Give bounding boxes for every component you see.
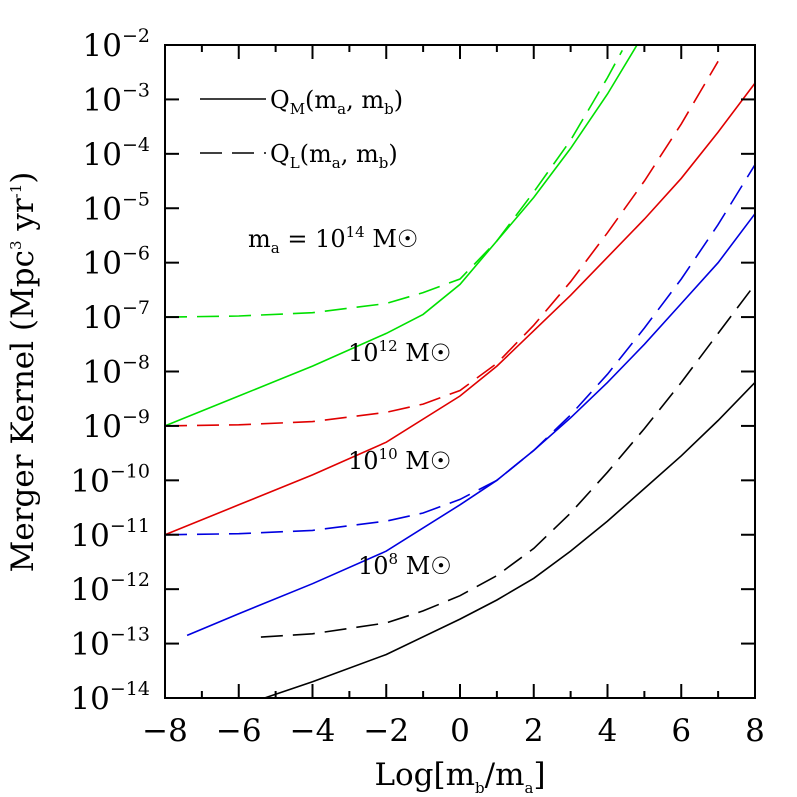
- series-layer: [164, 44, 756, 699]
- x-tick-label: 2: [524, 713, 544, 749]
- solar-symbol-icon: ☉: [397, 225, 419, 253]
- tick-labels: −8 −6 −4 −2 0 2 4 6 8 10−2 10−3 10−4 10−5 10−6 10−7 10−…: [70, 25, 764, 749]
- x-tick-label: 0: [450, 713, 470, 749]
- legend-label-ql: QL(ma, mb): [270, 140, 398, 172]
- series-line-10e12-dashed: [164, 60, 719, 427]
- mass-annotations: ma = 1014 M☉ 1012 M☉ 1010 M☉ 108 M☉: [248, 223, 452, 580]
- annotation-1e8: 108 M☉: [358, 550, 452, 580]
- y-tick-label: 10−11: [70, 515, 150, 554]
- x-tick-label: 8: [745, 713, 765, 749]
- solar-symbol-icon: ☉: [430, 447, 452, 475]
- y-tick-label: 10−6: [83, 243, 150, 282]
- legend: QM(ma, mb) QL(ma, mb): [200, 86, 403, 172]
- y-tick-label: 10−3: [83, 79, 150, 118]
- x-tick-label: −8: [142, 713, 188, 749]
- series-line-10e12-solid: [164, 82, 756, 536]
- series-line-10e14-dashed: [164, 50, 624, 318]
- x-tick-label: 4: [598, 713, 618, 749]
- y-tick-label: 10−12: [70, 569, 150, 608]
- y-tick-label: 10−10: [70, 460, 150, 499]
- annotation-1e10: 1010 M☉: [348, 445, 451, 475]
- x-tick-label: −2: [363, 713, 409, 749]
- series-line-10e8-solid: [264, 381, 756, 699]
- solar-symbol-icon: ☉: [430, 339, 452, 367]
- series-line-10e14-solid: [164, 44, 638, 427]
- y-axis-title: Merger Kernel (Mpc3 yr-1): [5, 172, 41, 573]
- y-tick-label: 10−9: [83, 406, 150, 445]
- y-tick-label: 10−13: [70, 624, 150, 663]
- x-tick-label: 6: [671, 713, 691, 749]
- x-axis-title: Log[mb/ma]: [374, 757, 545, 797]
- series-line-10e8-dashed: [260, 283, 756, 638]
- solar-symbol-icon: ☉: [430, 552, 452, 580]
- series-line-10e10-dashed: [164, 164, 756, 536]
- series-line-10e10-solid: [186, 213, 756, 637]
- y-tick-label: 10−8: [83, 352, 150, 391]
- x-tick-label: −4: [290, 713, 336, 749]
- y-tick-label: 10−5: [83, 188, 150, 227]
- annotation-1e14: ma = 1014 M☉: [248, 223, 418, 257]
- annotation-1e12: 1012 M☉: [348, 337, 451, 367]
- ticks-layer: [164, 44, 756, 699]
- y-tick-label: 10−14: [70, 678, 150, 717]
- y-tick-label: 10−7: [83, 297, 150, 336]
- plot-frame: [164, 44, 756, 699]
- y-tick-label: 10−4: [83, 134, 150, 173]
- y-tick-label: 10−2: [83, 25, 150, 64]
- legend-label-qm: QM(ma, mb): [270, 86, 403, 118]
- x-tick-label: −6: [216, 713, 262, 749]
